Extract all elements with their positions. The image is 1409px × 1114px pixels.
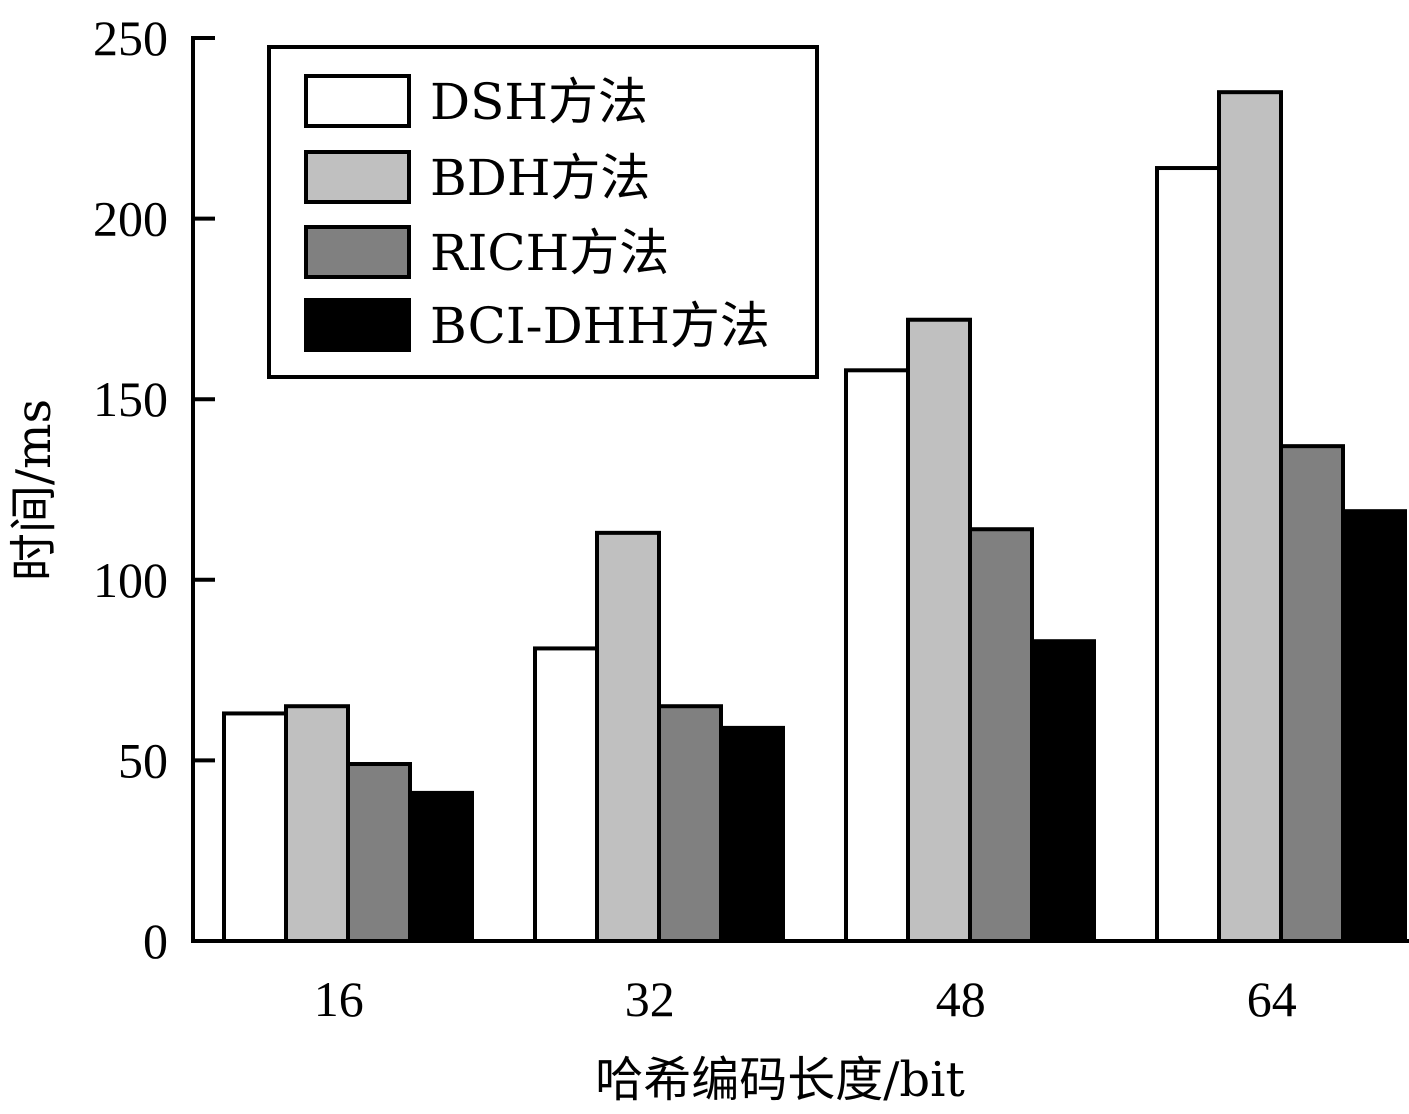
x-axis-ticks: 16 32 48 64 <box>314 971 1297 1027</box>
y-tick-label: 150 <box>93 371 168 427</box>
y-tick-label: 250 <box>93 10 168 66</box>
legend-label: BDH方法 <box>430 149 650 207</box>
bar-48-3 <box>968 527 1034 943</box>
x-tick-label: 32 <box>625 971 675 1027</box>
y-tick-label: 50 <box>118 732 168 788</box>
legend-swatch <box>304 74 411 128</box>
legend-label: RICH方法 <box>430 224 669 282</box>
bar-48-4 <box>1030 639 1096 943</box>
bar-16-1 <box>222 711 288 943</box>
y-tick-label: 200 <box>93 191 168 247</box>
bar-48-1 <box>844 368 910 943</box>
bar-16-3 <box>346 762 412 944</box>
legend-label: BCI-DHH方法 <box>430 297 770 355</box>
x-tick-label: 64 <box>1247 971 1297 1027</box>
bar-32-1 <box>533 646 599 943</box>
bar-48-2 <box>906 317 972 943</box>
legend-swatch <box>304 150 411 204</box>
bars <box>222 90 1407 944</box>
bar-64-2 <box>1217 90 1283 944</box>
y-tick-label: 0 <box>143 913 168 969</box>
bar-16-4 <box>408 790 474 944</box>
bar-64-1 <box>1155 166 1221 944</box>
bar-16-2 <box>284 704 350 943</box>
x-axis-label: 哈希编码长度/bit <box>595 1052 965 1108</box>
bar-64-4 <box>1341 509 1407 943</box>
legend-label: DSH方法 <box>430 73 648 131</box>
legend-swatch <box>304 225 411 279</box>
bar-32-4 <box>719 725 785 944</box>
y-tick-label: 100 <box>93 552 168 608</box>
bar-32-3 <box>657 704 723 943</box>
bar-64-3 <box>1279 444 1345 943</box>
legend-swatch <box>304 298 411 352</box>
y-axis-label: 时间/ms <box>6 399 62 581</box>
x-tick-label: 16 <box>314 971 364 1027</box>
y-axis-ticks: 0 50 100 150 200 250 <box>93 10 215 969</box>
legend: DSH方法 BDH方法 RICH方法 BCI-DHH方法 <box>267 45 819 379</box>
x-tick-label: 48 <box>936 971 986 1027</box>
bar-32-2 <box>595 530 661 943</box>
